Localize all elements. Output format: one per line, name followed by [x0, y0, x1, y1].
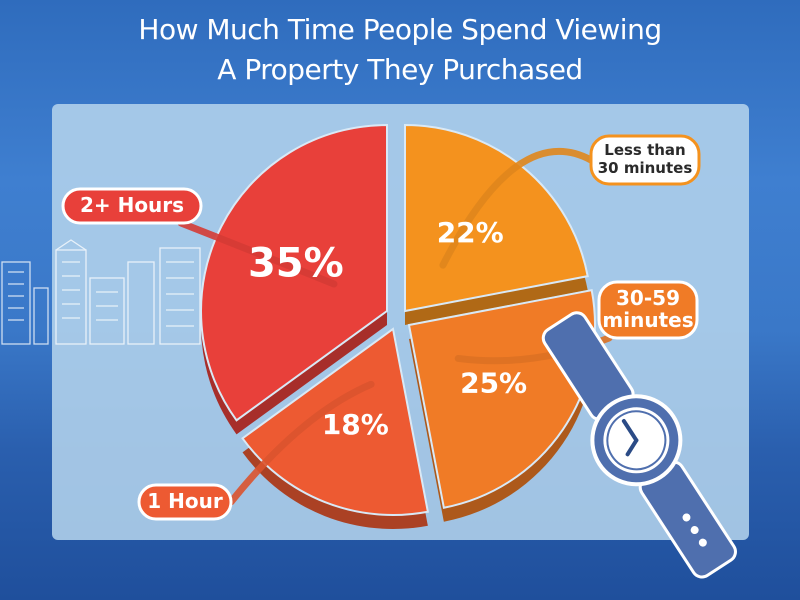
- percent-label-3: 18%: [322, 408, 389, 441]
- title-line-2: A Property They Purchased: [217, 53, 583, 86]
- category-pill-4: [61, 187, 203, 225]
- category-pill-2: [597, 280, 699, 340]
- connector-1: [439, 148, 595, 269]
- pie-slice-1: [404, 123, 589, 313]
- percent-labels: 22% 25% 18% 35%: [248, 216, 527, 441]
- percent-label-4: 35%: [248, 241, 344, 287]
- category-label-3: 1 Hour: [137, 483, 233, 521]
- category-label-text: 2+ Hours: [80, 193, 184, 217]
- category-label-text: Less than: [604, 141, 685, 159]
- wristwatch-icon: [541, 311, 737, 579]
- city-skyline-outline: [1, 239, 201, 345]
- pie-slice-3: [241, 327, 430, 516]
- connector-3: [227, 380, 375, 506]
- percent-label-1: 22%: [437, 216, 504, 249]
- category-pill-1: [589, 134, 701, 186]
- connector-4: [177, 219, 338, 288]
- category-label-text: 30 minutes: [598, 159, 693, 177]
- category-pill-3: [137, 483, 233, 521]
- percent-label-2: 25%: [460, 367, 527, 400]
- category-label-text: 30-59: [616, 286, 680, 310]
- label-connectors: [177, 148, 613, 506]
- chart-title: How Much Time People Spend Viewing A Pro…: [0, 10, 800, 90]
- title-line-1: How Much Time People Spend Viewing: [138, 13, 662, 46]
- category-label-text: 1 Hour: [147, 489, 223, 513]
- category-label-4: 2+ Hours: [61, 187, 203, 225]
- pie-slice-4: [200, 123, 388, 422]
- category-label-text: minutes: [602, 308, 693, 332]
